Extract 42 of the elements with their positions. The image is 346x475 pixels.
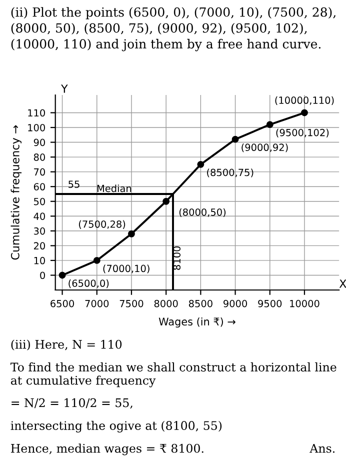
y-tick-label: 110 <box>28 109 45 117</box>
y-tick-label: 40 <box>34 212 45 220</box>
annotation: (8000,50) <box>179 208 226 217</box>
x-tick-label: 6500 <box>50 300 74 308</box>
text: Ans. <box>310 444 335 453</box>
x-tick-label: 9500 <box>258 300 282 308</box>
annotation: (9500,102) <box>276 128 329 138</box>
annotation: (7500,28) <box>78 220 126 229</box>
y-tick-label: 10 <box>34 256 45 264</box>
annotation: (9000,92) <box>242 143 288 152</box>
annotation: (6500,0) <box>68 279 109 288</box>
x-tick-label: 8000 <box>154 300 178 308</box>
x-tick-label: 7500 <box>120 300 144 308</box>
text: (iii) Here, N = 110 <box>11 340 122 350</box>
y-tick-label: 100 <box>28 124 45 132</box>
x-tick-label: 7000 <box>85 300 109 308</box>
y-tick-label: 80 <box>34 154 45 161</box>
text: X <box>339 280 346 288</box>
y-axis-title: Cumulative frequency → <box>10 125 22 260</box>
annotation: (10000,110) <box>275 96 334 106</box>
x-axis-title: Wages (in ₹) → <box>158 317 236 328</box>
annotation: (7000,10) <box>103 264 150 274</box>
x-tick-label: 10000 <box>290 300 320 308</box>
annotation: (8500,75) <box>207 168 254 178</box>
text: Y <box>61 84 68 93</box>
y-tick-label: 60 <box>34 183 45 190</box>
text: = N/2 = 110/2 = 55, <box>12 398 132 409</box>
annotation: 55 <box>68 180 80 188</box>
text: To find the median we shall construct a horizontal line at cumulative frequency <box>10 362 336 388</box>
y-tick-label: 20 <box>34 242 45 250</box>
y-tick-label: 30 <box>34 227 45 235</box>
ref-line-label: Median <box>97 184 132 192</box>
y-tick-label: 70 <box>34 168 45 176</box>
y-tick-label: 50 <box>34 198 45 206</box>
x-tick-label: 9000 <box>224 300 248 308</box>
y-tick-label: 90 <box>34 138 45 146</box>
text: intersecting the ogive at (8100, 55) <box>10 420 222 432</box>
text: (ii) Plot the points (6500, 0), (7000, 10), (7500, 28), (8000, 50), (8500, 75), (9000, 92), (9500, 102), (10000, 110) and join them by a free hand curve. <box>11 7 336 52</box>
y-tick-label: 0 <box>40 272 45 280</box>
ref-line-label: 8100 <box>173 246 181 270</box>
x-tick-label: 8500 <box>188 300 212 308</box>
text: Hence, median wages = ₹ 8100. <box>11 444 204 456</box>
